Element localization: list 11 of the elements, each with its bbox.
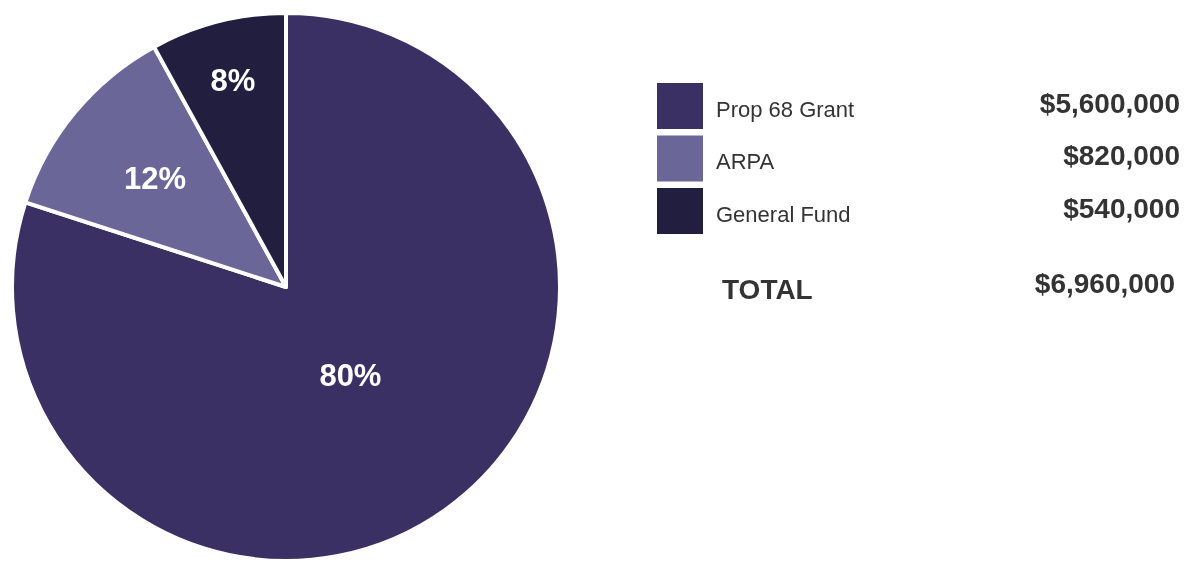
- text: $5,600,000: [1039, 87, 1180, 119]
- legend-label: ARPA: [716, 149, 775, 174]
- data-label: 12%: [124, 161, 187, 197]
- text: $6,960,000: [1034, 267, 1175, 299]
- text: $540,000: [1063, 192, 1180, 224]
- text: $820,000: [1063, 140, 1180, 171]
- data-label: 80%: [319, 358, 382, 394]
- data-label: 8%: [210, 62, 256, 98]
- text: TOTAL: [722, 273, 813, 305]
- legend-label: General Fund: [716, 201, 851, 227]
- legend-label: Prop 68 Grant: [716, 96, 855, 122]
